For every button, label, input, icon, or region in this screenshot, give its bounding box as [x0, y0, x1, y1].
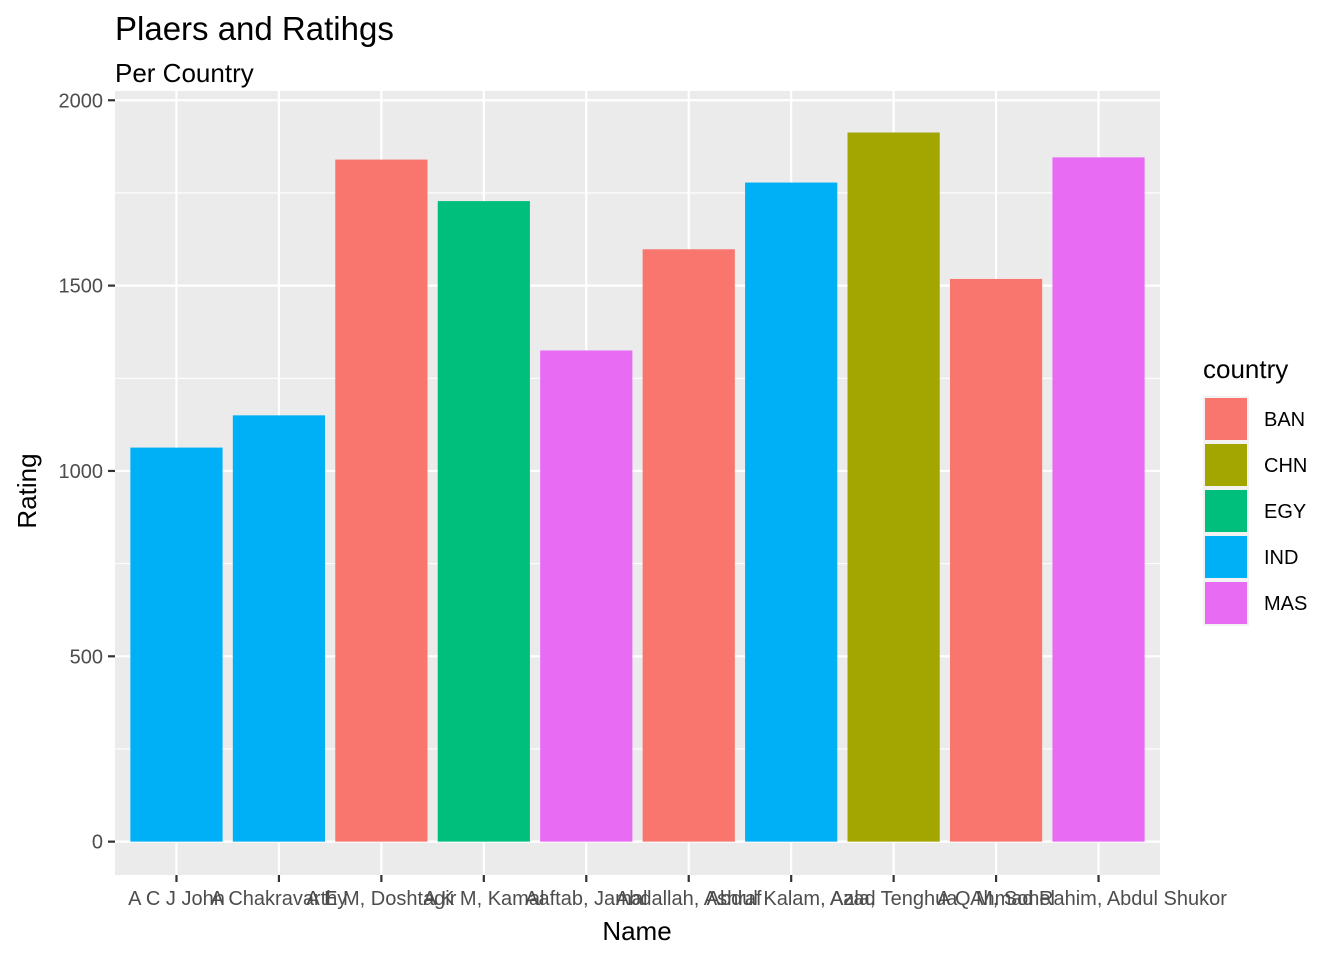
y-axis-title: Rating	[12, 453, 42, 528]
x-tick-label: Ahmad Rahim, Abdul Shukor	[970, 888, 1227, 910]
legend-swatch	[1205, 398, 1247, 440]
legend-swatch	[1205, 582, 1247, 624]
x-tick-label: A E M, Doshtagir	[306, 888, 456, 910]
legend-swatch	[1205, 444, 1247, 486]
bar	[232, 415, 326, 842]
x-tick-label: A C J John	[128, 888, 225, 910]
y-axis: 0 500 1000 1500 2000	[59, 90, 115, 854]
x-tick-label: Aala, Tenghua	[830, 888, 958, 910]
x-tick-label: Abdul Kalam, Azad	[707, 888, 876, 910]
chart-subtitle: Per Country	[115, 58, 254, 88]
x-tick-label: A K M, Kamal	[423, 888, 544, 910]
y-tick-label: 1500	[59, 276, 104, 298]
y-tick-label: 0	[92, 832, 103, 854]
bar	[1052, 157, 1145, 842]
bars	[130, 132, 1145, 842]
y-tick-label: 500	[70, 646, 103, 668]
x-tick-label: A Q M, Sohel	[937, 888, 1055, 910]
bar	[540, 350, 633, 842]
legend-title: country	[1203, 354, 1288, 384]
legend-label: IND	[1264, 547, 1298, 569]
chart-title: Plaers and Ratihgs	[115, 10, 394, 47]
bar	[130, 447, 223, 842]
x-tick-label: A Chakravarthy	[211, 888, 348, 910]
legend-label: BAN	[1264, 409, 1305, 431]
bar	[335, 159, 428, 842]
bar	[949, 278, 1043, 842]
legend-label: CHN	[1264, 455, 1307, 477]
legend: country BAN CHN EGY IND MAS	[1203, 354, 1307, 626]
legend-swatch	[1205, 490, 1247, 532]
legend-swatch	[1205, 536, 1247, 578]
legend-label: EGY	[1264, 501, 1306, 523]
bar	[847, 132, 940, 842]
bar	[642, 249, 735, 842]
y-tick-label: 2000	[59, 90, 104, 112]
x-axis-title: Name	[602, 916, 671, 946]
bar	[437, 201, 530, 842]
bar	[745, 182, 838, 842]
legend-label: MAS	[1264, 593, 1307, 615]
x-tick-label: Aaftab, Jamal	[525, 888, 647, 910]
x-tick-label: Abdallah, Ashraf	[616, 888, 762, 910]
y-tick-label: 1000	[59, 461, 104, 483]
